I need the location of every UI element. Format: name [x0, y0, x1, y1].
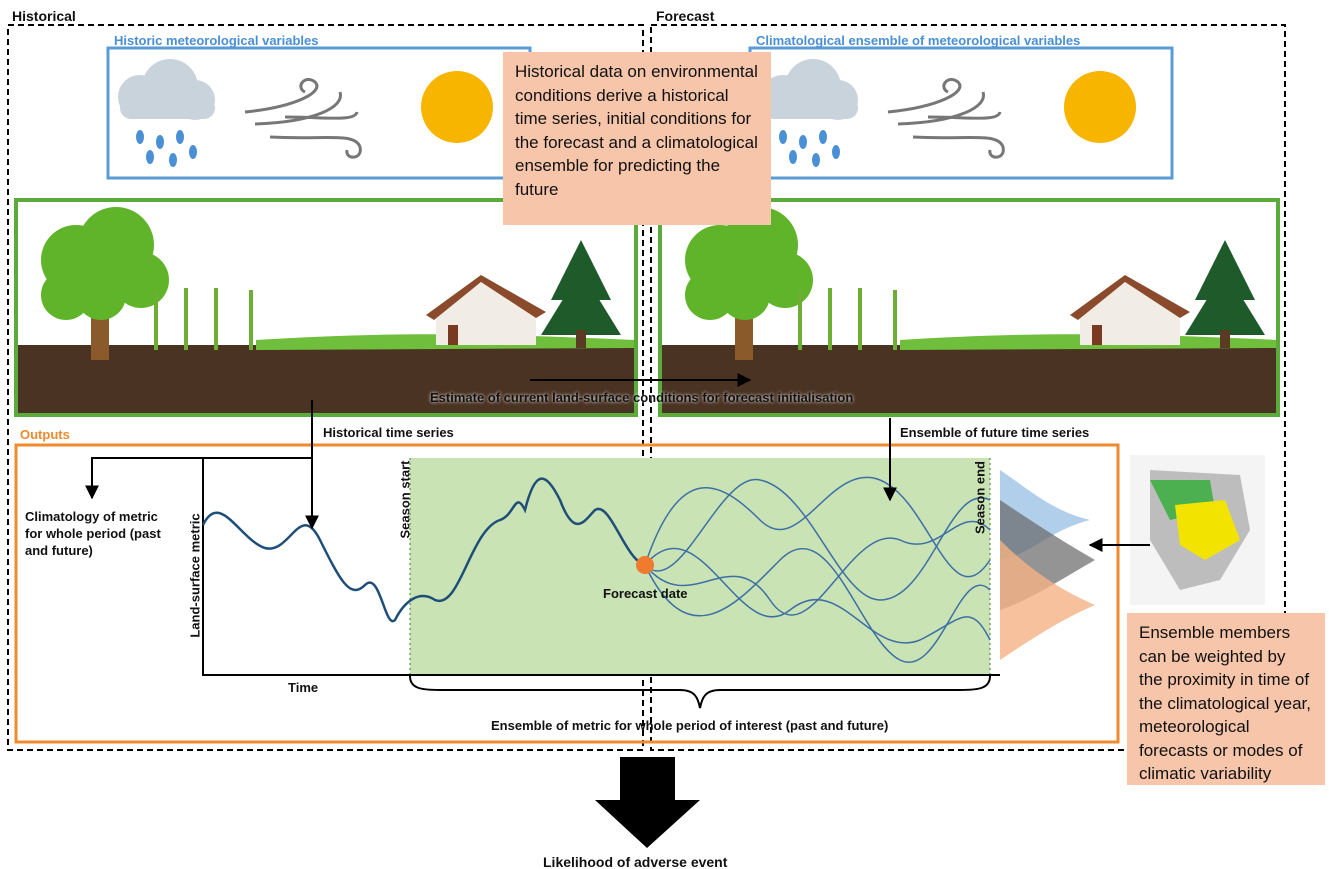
callout: Ensemble members can be weighted by the …: [1127, 613, 1325, 785]
callout: Historical data on environmental conditi…: [503, 52, 771, 225]
season-start-label: Season start: [397, 460, 413, 539]
section-label: Historical: [12, 8, 76, 24]
historical-series: [201, 477, 646, 623]
brace: [409, 675, 991, 709]
result-arrow: [595, 757, 700, 848]
land-panel: [14, 198, 638, 417]
x-axis-label: Time: [288, 680, 319, 695]
climatology-label: Climatology of metric for whole period (…: [25, 509, 161, 558]
section-label: Forecast: [656, 8, 715, 24]
outputs-arrows: [85, 400, 897, 530]
arrow-label: Historical time series: [323, 425, 454, 440]
y-axis-label: Land-surface metric: [187, 513, 203, 638]
panel-label: Outputs: [20, 427, 70, 442]
panel-label: Historic meteorological variables: [114, 33, 319, 48]
distribution: [1000, 540, 1095, 660]
forecast-date-label: Forecast date: [603, 586, 688, 601]
forecast-point: [636, 556, 654, 574]
result-label: Likelihood of adverse event: [543, 854, 728, 869]
landscape: [14, 198, 638, 417]
axes: [202, 458, 1000, 676]
season-end-label: Season end: [972, 461, 988, 534]
forecast-frame: [650, 24, 1286, 751]
arrow-label: Ensemble of future time series: [900, 425, 1090, 440]
landscape: [658, 198, 1282, 417]
brace-label: Ensemble of metric for whole period of i…: [491, 718, 889, 733]
land-panel: [658, 198, 1280, 417]
arrow-label: Estimate of current land-surface conditi…: [430, 390, 854, 405]
outputs-panel: [14, 443, 1120, 744]
ensemble-series: [644, 476, 991, 663]
panel-label: Climatological ensemble of meteorologica…: [756, 33, 1081, 48]
map: [1130, 455, 1265, 605]
